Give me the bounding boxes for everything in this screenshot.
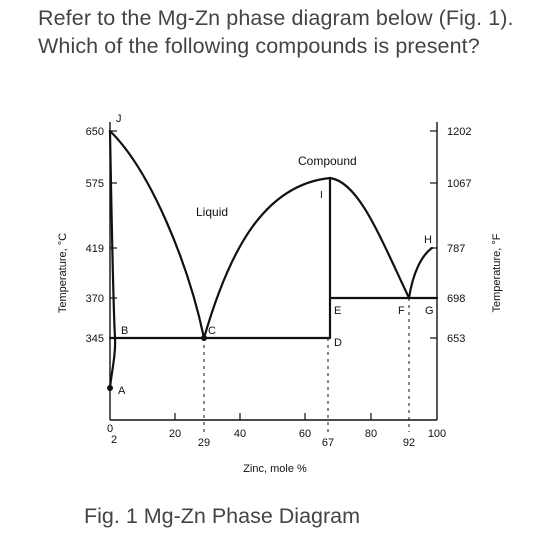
point-c-dot [201, 335, 207, 341]
label-i: I [320, 190, 323, 201]
figure-caption: Fig. 1 Mg-Zn Phase Diagram [84, 504, 361, 528]
label-j: J [116, 113, 122, 125]
x-tick-67: 67 [322, 437, 334, 449]
point-labels: J B A C I E D F G H [116, 113, 434, 397]
x-axis-title: Zinc, mole % [243, 463, 307, 475]
right-tick-787: 787 [447, 243, 465, 255]
x-tick-0: 0 [107, 423, 113, 435]
x-tick-40: 40 [234, 428, 246, 440]
liquidus-left-mg [108, 129, 206, 340]
dashed-guide-lines [203, 298, 410, 432]
bottom-axis-ticks [174, 413, 372, 420]
bottom-axis-tick-labels: 0 20 40 60 80 100 2 29 67 92 [107, 423, 446, 449]
x-tick-80: 80 [365, 428, 377, 440]
label-h: H [424, 234, 432, 246]
liquidus-compound-right [328, 176, 411, 300]
left-axis-tick-labels: 650 575 419 370 345 [86, 126, 104, 345]
x-tick-2: 2 [111, 434, 117, 446]
left-tick-575: 575 [86, 178, 104, 190]
label-c: C [208, 325, 216, 337]
right-axis-title: Temperature, °F [491, 233, 503, 312]
right-tick-653: 653 [447, 333, 465, 345]
right-tick-1202: 1202 [447, 126, 471, 138]
label-d: D [334, 337, 342, 349]
label-e: E [334, 305, 341, 317]
label-a: A [118, 385, 126, 397]
left-tick-370: 370 [86, 293, 104, 305]
right-tick-1067: 1067 [447, 178, 471, 190]
left-axis-title: Temperature, °C [57, 233, 69, 313]
x-tick-92: 92 [403, 437, 415, 449]
left-tick-419: 419 [86, 243, 104, 255]
compound-label: Compound [298, 154, 357, 168]
x-tick-60: 60 [299, 428, 311, 440]
right-tick-698: 698 [447, 293, 465, 305]
liquidus-compound-left [202, 176, 332, 340]
liquid-region-label: Liquid [196, 205, 228, 219]
left-tick-345: 345 [86, 333, 104, 345]
left-tick-650: 650 [86, 126, 104, 138]
x-tick-20: 20 [169, 428, 181, 440]
label-b: B [121, 325, 128, 337]
point-a-dot [107, 385, 113, 391]
liquidus-zn [407, 246, 434, 300]
solvus-mg [108, 129, 117, 390]
label-f: F [398, 305, 405, 317]
right-axis-tick-labels: 1202 1067 787 698 653 [447, 126, 471, 345]
question-text: Refer to the Mg-Zn phase diagram below (… [38, 6, 514, 58]
x-tick-100: 100 [428, 428, 446, 440]
label-g: G [425, 305, 434, 317]
x-tick-29: 29 [198, 437, 210, 449]
